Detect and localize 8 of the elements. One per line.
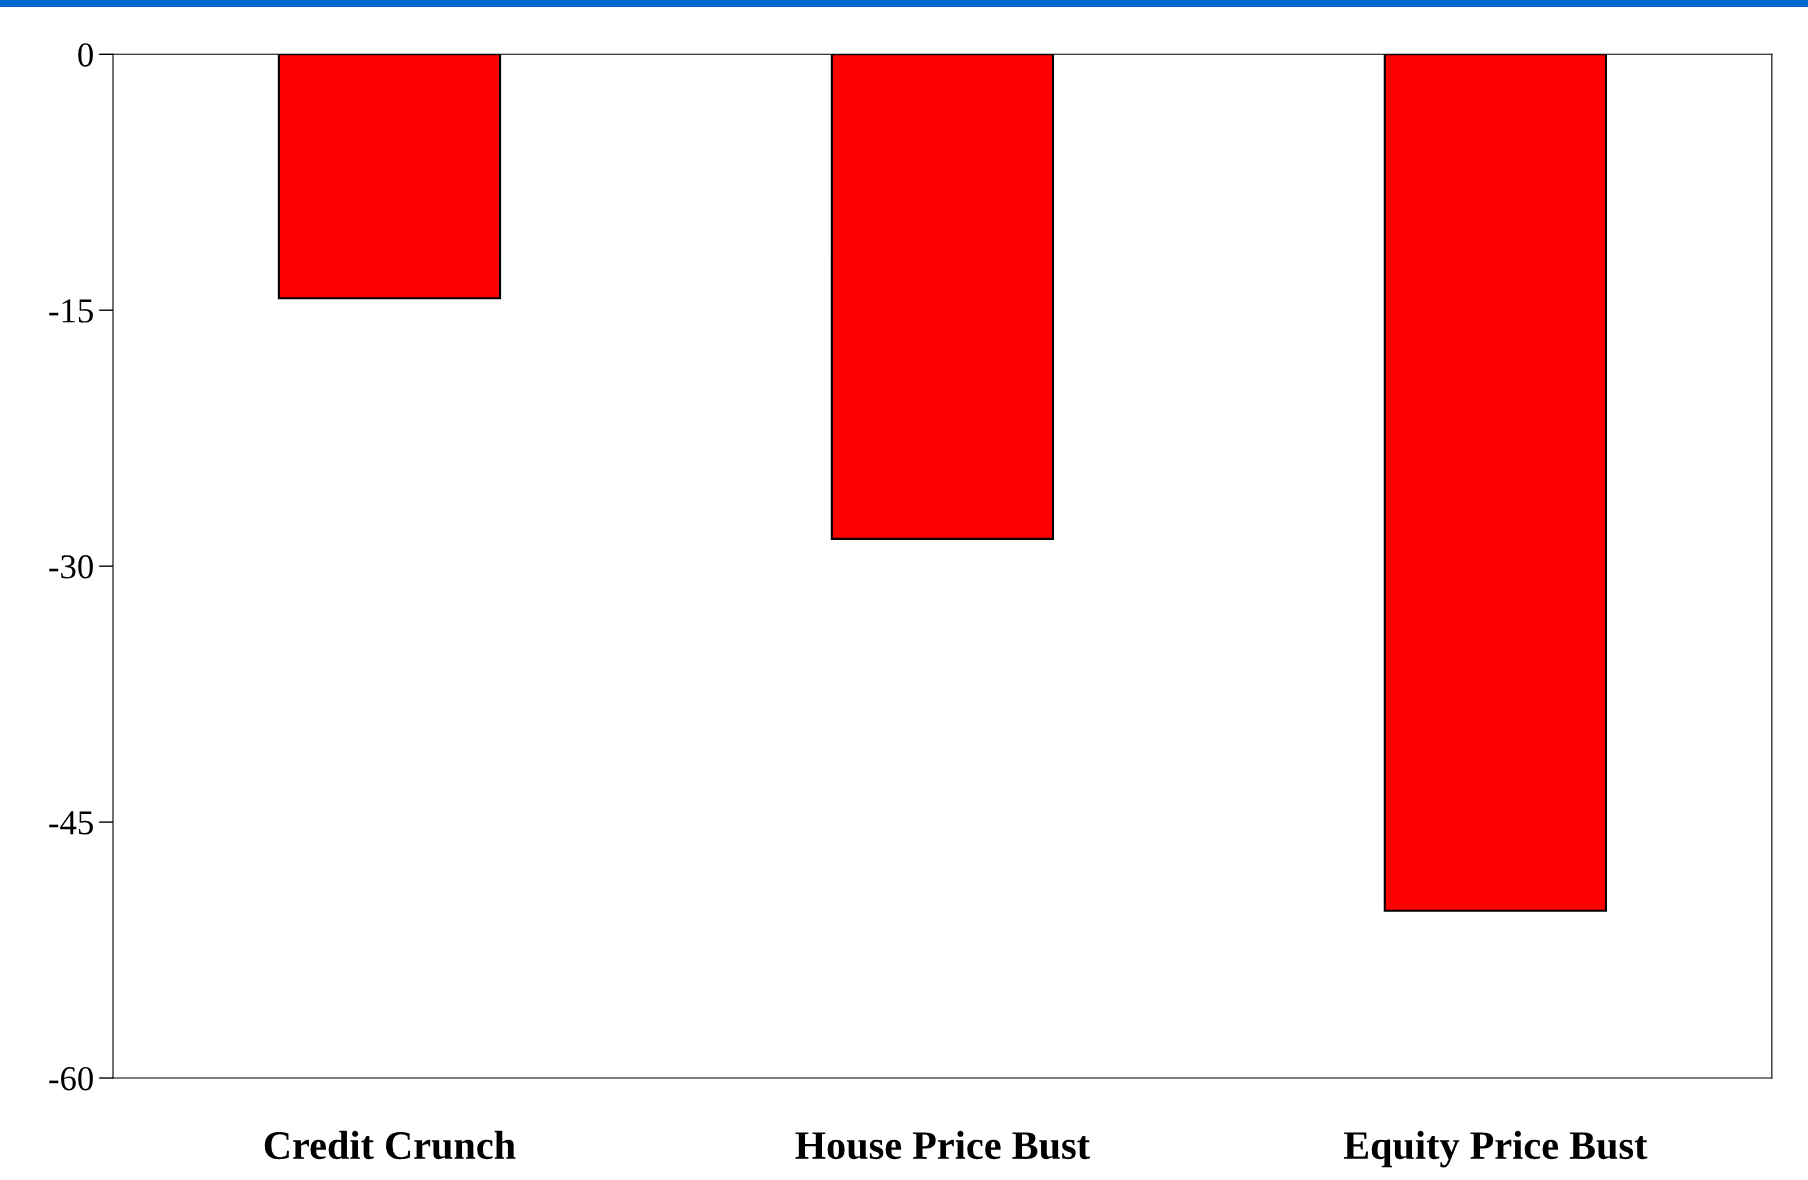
y-tick-label: -15 (49, 299, 93, 323)
y-tick-label: -45 (49, 811, 93, 835)
y-tick-label: -60 (49, 1067, 93, 1091)
y-tick-label: -30 (49, 555, 93, 579)
x-tick-label: Equity Price Bust (1343, 1130, 1648, 1168)
x-tick-label: Credit Crunch (264, 1130, 516, 1160)
y-tick-label: 0 (78, 43, 93, 67)
x-tick-label: House Price Bust (795, 1130, 1090, 1160)
